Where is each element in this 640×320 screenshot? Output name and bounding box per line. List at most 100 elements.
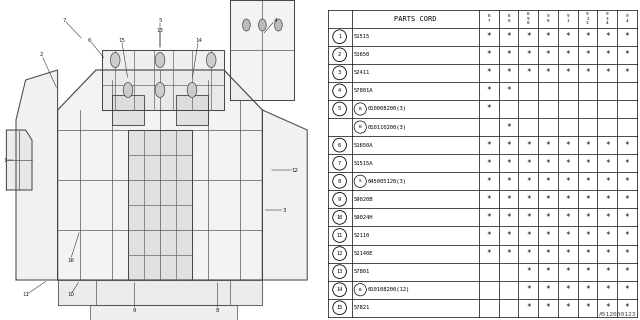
Text: *: * xyxy=(526,249,531,258)
Text: *: * xyxy=(566,140,570,150)
Circle shape xyxy=(111,52,120,68)
Text: 15: 15 xyxy=(337,305,343,310)
Text: *: * xyxy=(546,50,550,59)
Text: 010108200(12): 010108200(12) xyxy=(368,287,410,292)
Text: *: * xyxy=(486,195,492,204)
Text: *: * xyxy=(585,249,590,258)
Text: *: * xyxy=(605,285,609,294)
Text: *: * xyxy=(526,285,531,294)
Text: *: * xyxy=(546,231,550,240)
Text: *: * xyxy=(506,32,511,41)
Text: *: * xyxy=(546,303,550,312)
Text: 57821: 57821 xyxy=(354,305,371,310)
Text: *: * xyxy=(566,195,570,204)
Text: 4: 4 xyxy=(338,88,341,93)
Text: *: * xyxy=(566,267,570,276)
Text: 5: 5 xyxy=(338,107,341,111)
Text: 52411: 52411 xyxy=(354,70,371,75)
Text: 010008200(3): 010008200(3) xyxy=(368,107,407,111)
Text: 57801A: 57801A xyxy=(354,88,374,93)
Text: 14: 14 xyxy=(337,287,343,292)
Text: *: * xyxy=(625,50,629,59)
Text: *: * xyxy=(506,140,511,150)
Text: *: * xyxy=(605,32,609,41)
Text: 10: 10 xyxy=(337,215,343,220)
Text: *: * xyxy=(605,303,609,312)
Text: *: * xyxy=(506,213,511,222)
Polygon shape xyxy=(6,130,32,190)
Text: *: * xyxy=(605,267,609,276)
Text: *: * xyxy=(526,50,531,59)
Text: 59024H: 59024H xyxy=(354,215,374,220)
Text: *: * xyxy=(546,32,550,41)
Text: *: * xyxy=(546,195,550,204)
Text: 2: 2 xyxy=(40,52,44,58)
Text: *: * xyxy=(546,140,550,150)
Text: 9
3
4: 9 3 4 xyxy=(606,12,609,25)
Text: *: * xyxy=(486,231,492,240)
Text: *: * xyxy=(585,32,590,41)
Text: 7: 7 xyxy=(338,161,341,166)
Text: *: * xyxy=(506,249,511,258)
Polygon shape xyxy=(112,95,144,125)
Text: *: * xyxy=(566,231,570,240)
Text: 51515A: 51515A xyxy=(354,161,374,166)
Text: *: * xyxy=(526,267,531,276)
Polygon shape xyxy=(90,305,237,320)
Text: *: * xyxy=(585,231,590,240)
Text: *: * xyxy=(566,285,570,294)
Circle shape xyxy=(123,83,133,98)
Text: *: * xyxy=(506,68,511,77)
Text: *: * xyxy=(486,68,492,77)
Text: *: * xyxy=(526,140,531,150)
Polygon shape xyxy=(58,70,262,280)
Text: *: * xyxy=(605,195,609,204)
Text: *: * xyxy=(585,195,590,204)
Text: *: * xyxy=(546,285,550,294)
Text: 52140E: 52140E xyxy=(354,251,374,256)
Text: 12: 12 xyxy=(291,167,298,172)
Text: 8
7: 8 7 xyxy=(488,14,490,23)
Polygon shape xyxy=(102,50,224,110)
Text: *: * xyxy=(605,177,609,186)
Text: 11: 11 xyxy=(22,292,29,298)
Text: *: * xyxy=(506,195,511,204)
Text: 6: 6 xyxy=(338,143,341,148)
Text: 2: 2 xyxy=(338,52,341,57)
Text: *: * xyxy=(605,213,609,222)
Text: *: * xyxy=(625,195,629,204)
Text: 13: 13 xyxy=(337,269,343,274)
Text: *: * xyxy=(605,68,609,77)
Text: *: * xyxy=(625,303,629,312)
Circle shape xyxy=(155,83,165,98)
Text: 51650A: 51650A xyxy=(354,143,374,148)
Text: 8
9
0: 8 9 0 xyxy=(527,12,530,25)
Text: *: * xyxy=(546,249,550,258)
Text: *: * xyxy=(605,159,609,168)
Text: *: * xyxy=(526,195,531,204)
Text: *: * xyxy=(526,32,531,41)
Text: *: * xyxy=(546,68,550,77)
Text: 10: 10 xyxy=(67,292,74,298)
Text: *: * xyxy=(566,159,570,168)
Text: *: * xyxy=(566,249,570,258)
Text: 11: 11 xyxy=(337,233,343,238)
Text: *: * xyxy=(625,32,629,41)
Text: 8: 8 xyxy=(338,179,341,184)
Text: *: * xyxy=(486,50,492,59)
Polygon shape xyxy=(16,70,58,280)
Text: *: * xyxy=(526,159,531,168)
Polygon shape xyxy=(176,95,208,125)
Text: 1: 1 xyxy=(3,157,6,163)
Text: 6: 6 xyxy=(88,37,92,43)
Text: *: * xyxy=(486,105,492,114)
Text: 51515: 51515 xyxy=(354,34,371,39)
Text: 7: 7 xyxy=(62,18,66,22)
Text: *: * xyxy=(585,159,590,168)
Text: *: * xyxy=(625,159,629,168)
Text: *: * xyxy=(546,159,550,168)
Text: *: * xyxy=(585,267,590,276)
Text: *: * xyxy=(625,140,629,150)
Text: *: * xyxy=(585,50,590,59)
Text: *: * xyxy=(486,213,492,222)
